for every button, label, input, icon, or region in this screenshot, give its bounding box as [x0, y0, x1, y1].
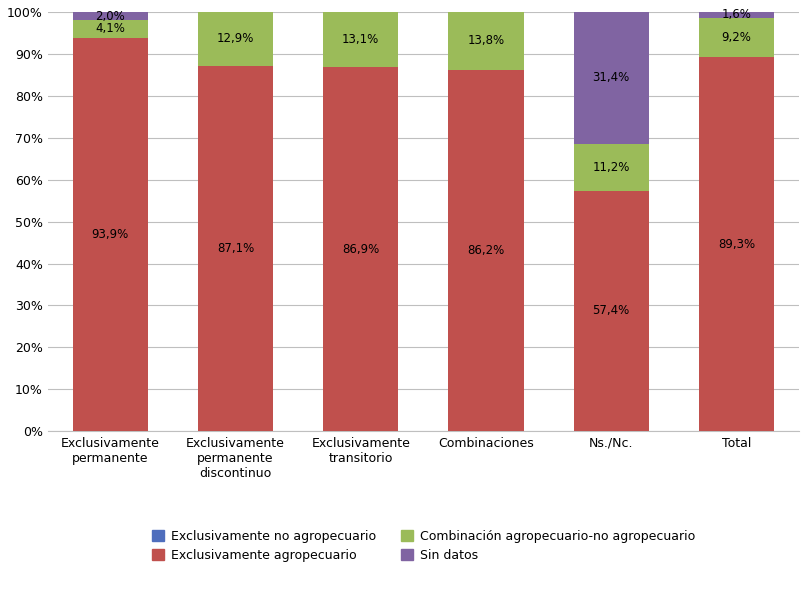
Bar — [574, 144, 649, 190]
Text: 4,1%: 4,1% — [95, 22, 125, 35]
Text: 86,9%: 86,9% — [342, 243, 380, 256]
Bar — [73, 38, 147, 431]
Bar — [73, 20, 147, 38]
Text: 89,3%: 89,3% — [718, 238, 755, 250]
Bar — [198, 66, 273, 431]
Text: 9,2%: 9,2% — [721, 31, 751, 44]
Bar — [323, 12, 398, 67]
Text: 12,9%: 12,9% — [217, 32, 254, 46]
Text: 11,2%: 11,2% — [592, 161, 630, 174]
Text: 93,9%: 93,9% — [92, 228, 129, 241]
Text: 86,2%: 86,2% — [467, 244, 505, 257]
Bar — [323, 67, 398, 431]
Text: 13,8%: 13,8% — [467, 34, 505, 47]
Legend: Exclusivamente no agropecuario, Exclusivamente agropecuario, Combinación agropec: Exclusivamente no agropecuario, Exclusiv… — [152, 530, 695, 562]
Text: 31,4%: 31,4% — [592, 71, 629, 84]
Bar — [198, 12, 273, 66]
Bar — [574, 190, 649, 431]
Bar — [699, 57, 774, 431]
Bar — [73, 12, 147, 20]
Text: 1,6%: 1,6% — [721, 8, 751, 22]
Text: 87,1%: 87,1% — [217, 242, 254, 255]
Bar — [699, 11, 774, 18]
Bar — [448, 70, 524, 431]
Text: 13,1%: 13,1% — [342, 33, 380, 46]
Bar — [448, 12, 524, 70]
Text: 57,4%: 57,4% — [592, 304, 629, 317]
Bar — [574, 12, 649, 144]
Bar — [699, 18, 774, 57]
Text: 2,0%: 2,0% — [95, 10, 125, 23]
